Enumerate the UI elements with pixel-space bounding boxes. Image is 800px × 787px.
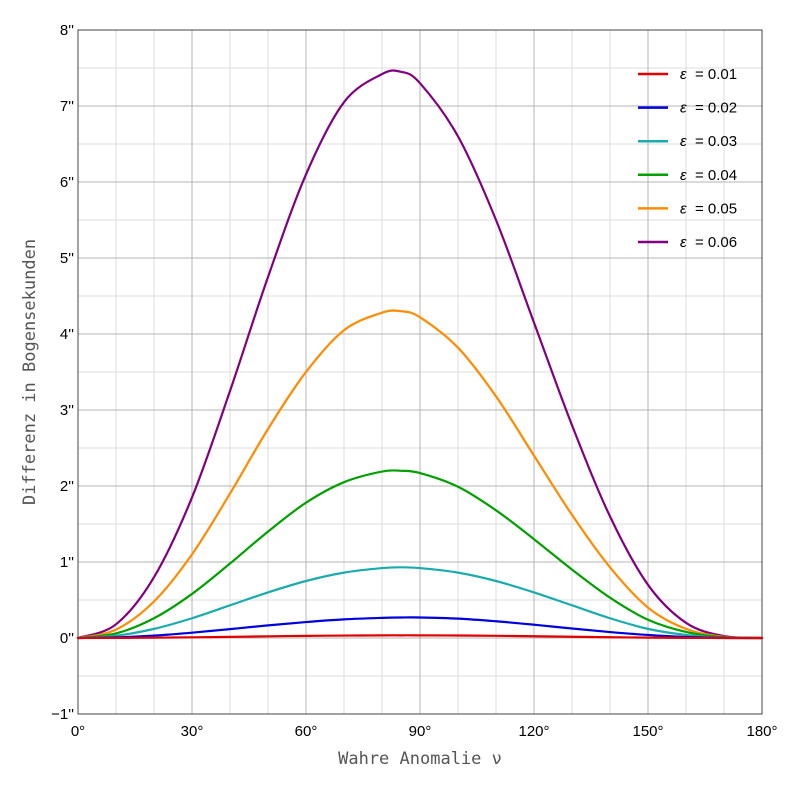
series-line xyxy=(76,634,764,640)
y-tick-label: 4'' xyxy=(60,326,74,343)
series-line xyxy=(76,309,764,640)
legend-item: ε = 0.01 xyxy=(638,66,737,83)
legend-item: ε = 0.02 xyxy=(638,100,737,117)
legend-label: = 0.01 xyxy=(695,66,737,83)
series-line xyxy=(76,616,764,640)
y-tick-label: 6'' xyxy=(60,174,74,191)
x-axis-tick-labels: 0° 30° 60° 90° 120° 150° 180° xyxy=(71,723,778,740)
y-tick-label: −1'' xyxy=(51,706,74,723)
x-tick-label: 60° xyxy=(295,723,318,740)
x-axis-title: Wahre Anomalie ν xyxy=(338,749,502,769)
legend-symbol: ε xyxy=(680,66,687,83)
y-tick-label: 1'' xyxy=(60,554,74,571)
x-tick-label: 120° xyxy=(518,723,549,740)
plot-frame xyxy=(77,29,763,715)
y-axis-title: Differenz in Bogensekunden xyxy=(20,239,40,505)
legend-label: = 0.03 xyxy=(695,133,737,150)
y-tick-label: 8'' xyxy=(60,22,74,39)
series-lines xyxy=(76,69,764,640)
series-line xyxy=(76,566,764,640)
x-tick-label: 90° xyxy=(409,723,432,740)
x-tick-label: 150° xyxy=(632,723,663,740)
x-tick-label: 0° xyxy=(71,723,85,740)
y-tick-label: 7'' xyxy=(60,98,74,115)
y-tick-label: 5'' xyxy=(60,250,74,267)
x-tick-label: 180° xyxy=(746,723,777,740)
legend-item: ε = 0.06 xyxy=(638,234,737,251)
y-tick-label: 3'' xyxy=(60,402,74,419)
legend-symbol: ε xyxy=(680,200,687,217)
x-tick-label: 30° xyxy=(181,723,204,740)
legend-symbol: ε xyxy=(680,100,687,117)
legend-item: ε = 0.04 xyxy=(638,167,737,184)
legend-symbol: ε xyxy=(680,133,687,150)
legend-label: = 0.04 xyxy=(695,167,737,184)
legend-item: ε = 0.03 xyxy=(638,133,737,150)
series-line xyxy=(76,469,764,640)
legend-symbol: ε xyxy=(680,167,687,184)
legend-label: = 0.05 xyxy=(695,200,737,217)
series-line xyxy=(76,69,764,640)
legend-item: ε = 0.05 xyxy=(638,200,737,217)
y-tick-label: 2'' xyxy=(60,478,74,495)
y-tick-label: 0'' xyxy=(60,630,74,647)
y-axis-tick-labels: −1'' 0'' 1'' 2'' 3'' 4'' 5'' 6'' 7'' 8'' xyxy=(51,22,74,723)
legend: ε = 0.01 ε = 0.02 ε = 0.03 ε = 0.04 ε = 0.05 ε = 0.… xyxy=(638,66,737,251)
legend-label: = 0.02 xyxy=(695,100,737,117)
legend-label: = 0.06 xyxy=(695,234,737,251)
legend-symbol: ε xyxy=(680,234,687,251)
